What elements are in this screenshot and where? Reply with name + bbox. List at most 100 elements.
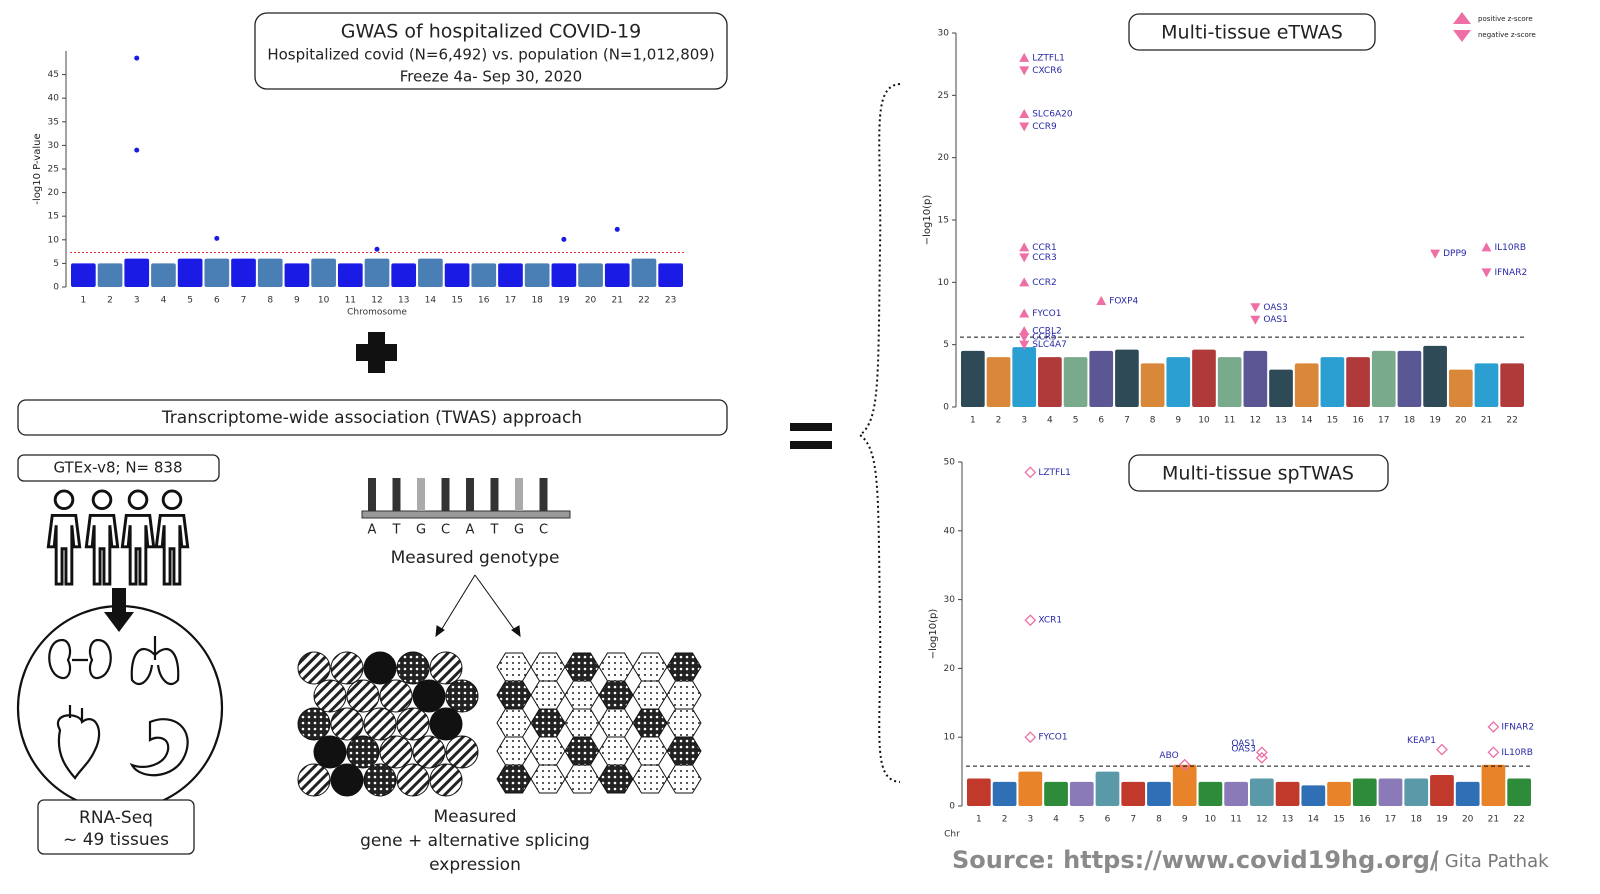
- genotype-letter: T: [392, 523, 401, 538]
- gene-label: IL10RB: [1501, 748, 1533, 758]
- hit-diamond: [1024, 614, 1037, 627]
- split-arrows: [435, 574, 521, 638]
- gene-label: FYCO1: [1032, 309, 1061, 319]
- cell: [396, 763, 430, 797]
- gtex-box: [17, 454, 220, 482]
- chromosome-points: [1301, 785, 1326, 806]
- chromosome-points: [1455, 781, 1480, 806]
- people-icon: [46, 489, 190, 586]
- hex-cell: [564, 652, 600, 682]
- x-tick-label: 6: [1098, 416, 1104, 426]
- hit-diamond: [1178, 758, 1191, 771]
- gene-label: IFNAR2: [1501, 722, 1534, 732]
- hit-triangle: [1019, 109, 1030, 119]
- hex-cell: [496, 736, 532, 766]
- gene-label: KEAP1: [1407, 736, 1436, 746]
- chromosome-points: [1121, 781, 1146, 806]
- x-tick-label: 16: [478, 296, 490, 306]
- expression-label-2: gene + alternative splicing: [360, 831, 590, 851]
- hex-cell: [530, 680, 566, 710]
- cell: [429, 707, 463, 741]
- x-tick-label: 16: [1359, 815, 1371, 825]
- y-tick-label: 40: [944, 526, 956, 536]
- chromosome-points: [498, 263, 523, 287]
- x-tick-label: 18: [1411, 815, 1423, 825]
- chromosome-points: [1224, 781, 1248, 806]
- x-tick-label: 20: [585, 296, 597, 306]
- chromosome-points: [1198, 781, 1223, 806]
- x-tick-label: 8: [267, 296, 273, 306]
- chromosome-points: [986, 357, 1011, 407]
- y-tick-label: 10: [48, 235, 60, 245]
- hit-point: [374, 246, 380, 252]
- hex-cell: [598, 652, 634, 682]
- hex-cell: [564, 736, 600, 766]
- chromosome-points: [992, 781, 1017, 806]
- x-tick-label: 23: [665, 296, 676, 306]
- x-tick-label: 18: [531, 296, 543, 306]
- x-tick-label: 3: [134, 296, 140, 306]
- y-axis-label: −log10(p): [922, 195, 933, 246]
- y-tick-label: 10: [938, 278, 950, 288]
- gene-label: CCR9: [1032, 122, 1057, 132]
- genotype-bar: [392, 478, 401, 511]
- hit-diamond: [1255, 751, 1268, 764]
- hit-diamond: [1487, 720, 1500, 733]
- y-tick-label: 30: [944, 595, 956, 605]
- hit-triangle: [1019, 66, 1030, 76]
- chromosome-points: [1250, 778, 1274, 806]
- gene-label: CCR1: [1032, 243, 1057, 253]
- x-tick-label: 5: [1079, 815, 1085, 825]
- twas-title: Transcriptome-wide association (TWAS) ap…: [161, 408, 582, 428]
- x-tick-label: 9: [1175, 416, 1181, 426]
- hex-cell: [666, 736, 702, 766]
- chromosome-points: [1038, 357, 1062, 407]
- gwas-freeze: Freeze 4a- Sep 30, 2020: [400, 68, 582, 86]
- x-tick-label: 2: [107, 296, 113, 306]
- legend-negative: negative z-score: [1478, 31, 1536, 39]
- x-tick-label: 19: [558, 296, 570, 306]
- chromosome-points: [418, 258, 443, 287]
- cell: [445, 679, 479, 713]
- chromosome-points: [124, 258, 150, 287]
- gene-label: OAS1: [1263, 315, 1288, 325]
- gene-label: XCR1: [1038, 616, 1062, 626]
- chromosome-points: [1481, 764, 1506, 806]
- x-tick-label: 11: [1224, 416, 1235, 426]
- hit-triangle: [1019, 253, 1030, 263]
- x-tick-label: 10: [1205, 815, 1217, 825]
- hit-point: [214, 235, 220, 241]
- genotype-bar: [417, 478, 425, 511]
- gene-label: CCR5: [1032, 333, 1057, 343]
- gwas-title-box: [254, 12, 728, 90]
- x-tick-label: 3: [1021, 416, 1027, 426]
- hit-point: [561, 236, 567, 242]
- gwas-title: GWAS of hospitalized COVID-19: [341, 21, 641, 43]
- hex-cell: [666, 764, 702, 794]
- chromosome-points: [578, 263, 603, 287]
- x-tick-label: 11: [345, 296, 356, 306]
- chromosome-points: [551, 263, 577, 287]
- x-axis-label: Chr: [944, 830, 960, 840]
- gene-label: CCR3: [1032, 253, 1057, 263]
- x-tick-label: 15: [451, 296, 462, 306]
- chromosome-points: [151, 263, 176, 287]
- etwas-title-box: [1128, 13, 1376, 51]
- sptwas-title: Multi-tissue spTWAS: [1162, 463, 1354, 485]
- hit-diamond: [1024, 731, 1037, 744]
- cell: [313, 679, 347, 713]
- chromosome-points: [1378, 778, 1403, 806]
- x-tick-label: 22: [638, 296, 649, 306]
- cell: [396, 707, 430, 741]
- x-tick-label: 17: [1385, 815, 1396, 825]
- chromosome-points: [1423, 345, 1447, 407]
- chromosome-points: [257, 258, 283, 287]
- gene-label: SLC4A7: [1032, 340, 1067, 350]
- gene-label: OAS3: [1231, 744, 1256, 754]
- x-tick-label: 13: [1282, 815, 1293, 825]
- chromosome-points: [604, 263, 630, 287]
- gene-label: OAS3: [1263, 303, 1288, 313]
- genotype-bar: [368, 478, 376, 511]
- x-tick-label: 7: [1124, 416, 1130, 426]
- chromosome-points: [1269, 369, 1293, 407]
